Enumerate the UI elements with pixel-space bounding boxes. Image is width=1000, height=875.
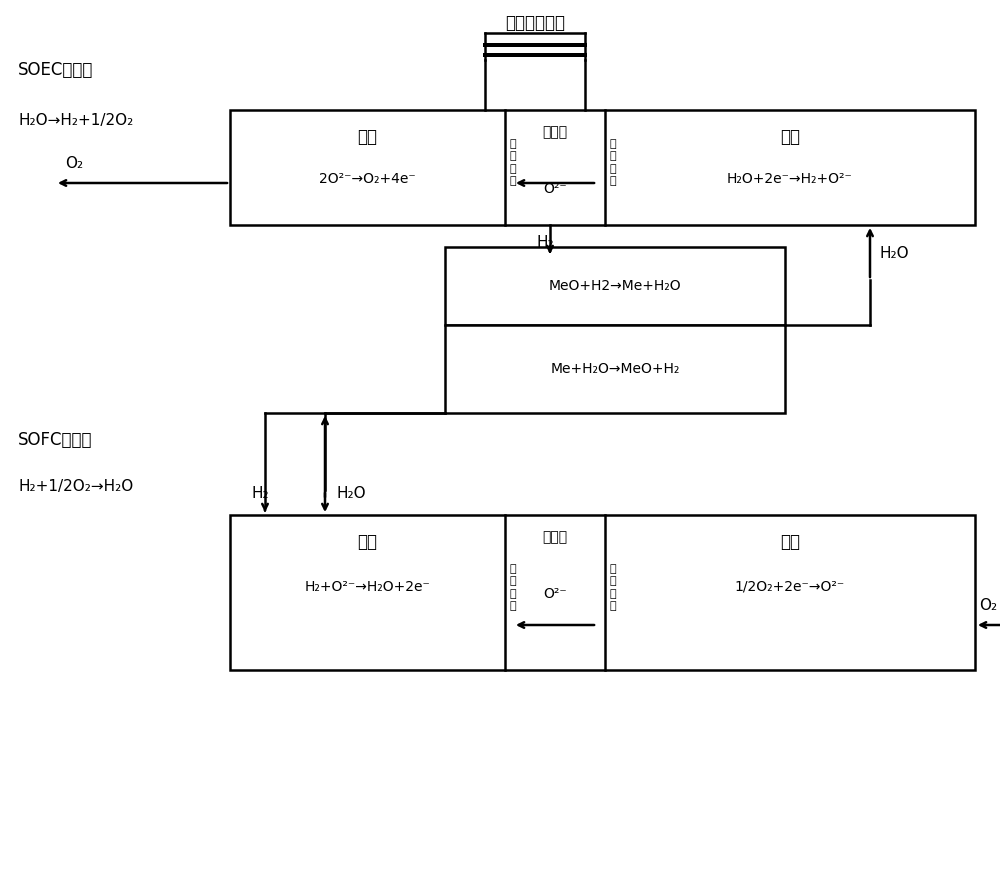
Text: H₂: H₂ <box>251 486 269 500</box>
Text: 电解质: 电解质 <box>542 530 568 544</box>
Bar <box>445 325 785 413</box>
Text: O₂: O₂ <box>65 156 83 171</box>
Text: 还
原
反
应: 还 原 反 应 <box>610 139 617 186</box>
Text: O²⁻: O²⁻ <box>543 182 567 196</box>
Text: 氧
化
反
应: 氧 化 反 应 <box>510 139 517 186</box>
Text: O₂: O₂ <box>979 598 997 612</box>
Bar <box>445 247 785 325</box>
Text: 2O²⁻→O₂+4e⁻: 2O²⁻→O₂+4e⁻ <box>319 172 416 186</box>
Text: MeO+H2→Me+H₂O: MeO+H2→Me+H₂O <box>549 279 681 293</box>
Text: 风能、太阳能: 风能、太阳能 <box>505 14 565 32</box>
Text: 还
原
反
应: 还 原 反 应 <box>610 564 617 611</box>
Text: H₂O+2e⁻→H₂+O²⁻: H₂O+2e⁻→H₂+O²⁻ <box>727 172 853 186</box>
Text: H₂+O²⁻→H₂O+2e⁻: H₂+O²⁻→H₂O+2e⁻ <box>305 580 430 594</box>
Text: 1/2O₂+2e⁻→O²⁻: 1/2O₂+2e⁻→O²⁻ <box>735 580 845 594</box>
Text: H₂O: H₂O <box>337 486 367 500</box>
Text: 阳极: 阳极 <box>358 128 378 146</box>
Bar <box>230 515 975 670</box>
Text: H₂O: H₂O <box>880 246 910 261</box>
Text: H₂+1/2O₂→H₂O: H₂+1/2O₂→H₂O <box>18 480 133 494</box>
Text: Me+H₂O→MeO+H₂: Me+H₂O→MeO+H₂ <box>550 362 680 376</box>
Text: SOFC系统：: SOFC系统： <box>18 431 92 449</box>
Text: 阴极: 阴极 <box>780 128 800 146</box>
Text: 阳极: 阳极 <box>358 533 378 551</box>
Text: H₂: H₂ <box>536 235 554 250</box>
Text: 附极: 附极 <box>780 533 800 551</box>
Bar <box>230 110 975 225</box>
Text: O²⁻: O²⁻ <box>543 587 567 601</box>
Text: 氧
化
反
应: 氧 化 反 应 <box>510 564 517 611</box>
Text: SOEC系统：: SOEC系统： <box>18 61 93 79</box>
Text: H₂O→H₂+1/2O₂: H₂O→H₂+1/2O₂ <box>18 113 133 128</box>
Text: 电解质: 电解质 <box>542 125 568 139</box>
